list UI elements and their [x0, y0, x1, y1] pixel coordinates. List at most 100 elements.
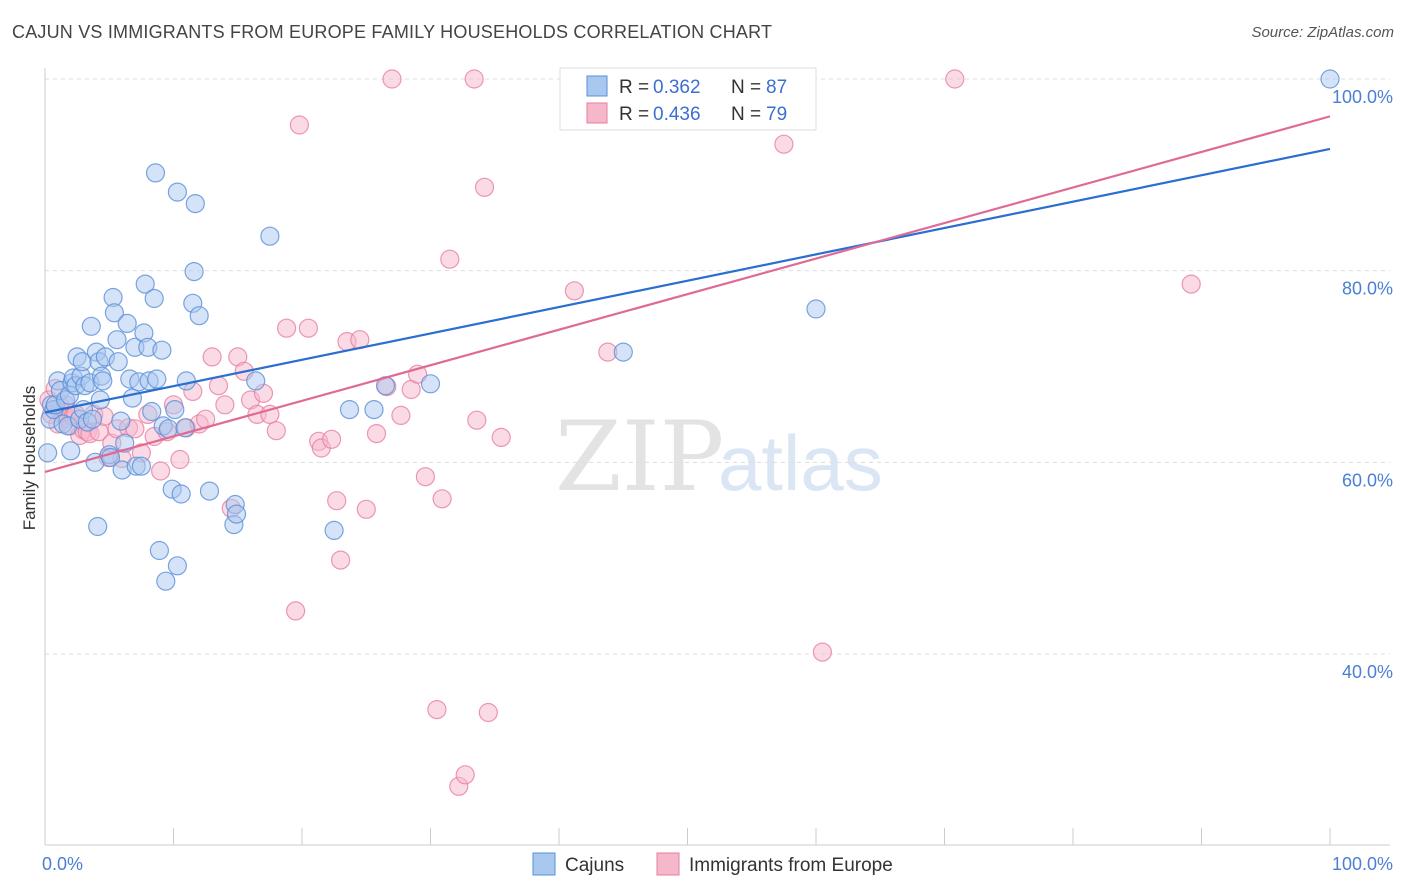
cajun-point [142, 401, 162, 422]
europe-point [356, 499, 376, 519]
cajun-point [199, 481, 220, 501]
cajun-point [167, 556, 187, 576]
cajun-point [37, 443, 58, 463]
series-legend-swatch-europe [656, 852, 680, 876]
cajun-point [260, 226, 280, 246]
series-legend-europe: Immigrants from Europe [689, 855, 893, 876]
europe-point [298, 318, 318, 338]
watermark-atlas: atlas [718, 419, 883, 507]
europe-point [277, 318, 297, 338]
europe-point [266, 421, 286, 441]
europe-point [432, 489, 452, 509]
europe-point [464, 69, 484, 89]
cajun-point [156, 571, 176, 591]
cajun-trend-line [44, 147, 1331, 414]
watermark-zip: ZIP [555, 401, 724, 513]
europe-point [202, 347, 222, 367]
cajun-point [167, 182, 187, 202]
grid-layer [45, 78, 1390, 655]
europe-point [564, 281, 585, 301]
cajun-point [117, 313, 137, 333]
chart-source: Source: ZipAtlas.com [1251, 24, 1394, 41]
y-axis-label: Family Households [20, 386, 39, 531]
cajun-point [111, 411, 131, 431]
europe-trend-line [44, 115, 1331, 473]
europe-point [427, 699, 447, 720]
legend-europe-n-value: 79 [766, 104, 787, 125]
y-tick-label: 100.0% [1332, 87, 1393, 107]
europe-point [170, 449, 190, 470]
cajun-point [82, 409, 103, 429]
series-legend-cajun: Cajuns [565, 855, 624, 876]
europe-point [382, 69, 402, 89]
trend-layer [44, 115, 1331, 473]
series-legend-swatch-cajun [532, 852, 556, 876]
cajun-point [104, 303, 125, 323]
europe-point [415, 467, 435, 487]
europe-point [322, 429, 342, 449]
cajun-point [147, 369, 167, 389]
cajun-point [184, 262, 204, 282]
cajun-point [324, 520, 344, 541]
europe-point [774, 134, 794, 154]
cajun-point [806, 299, 826, 319]
cajun-point [364, 400, 384, 420]
cajun-point [61, 441, 81, 461]
cajun-point [107, 330, 127, 350]
y-tick-label: 60.0% [1342, 470, 1393, 490]
europe-point [208, 376, 229, 396]
chart-title: CAJUN VS IMMIGRANTS FROM EUROPE FAMILY H… [12, 22, 773, 42]
europe-point [327, 491, 347, 511]
europe-point [491, 427, 511, 447]
series-legend: Cajuns Immigrants from Europe [532, 852, 893, 876]
cajun-point [144, 288, 164, 309]
cajun-point [131, 456, 151, 476]
legend-cajun-n-value: 87 [766, 77, 787, 98]
stats-legend: R = 0.362 N = 87 R = 0.436 N = 79 [559, 67, 817, 131]
legend-europe-r-label: R = [619, 104, 649, 125]
cajun-point [145, 163, 166, 183]
legend-cajun-r-label: R = [619, 77, 649, 98]
europe-point [1181, 274, 1201, 294]
cajun-point [185, 194, 205, 214]
europe-point [467, 410, 487, 430]
y-tick-label: 40.0% [1342, 662, 1393, 682]
x-tick-label: 100.0% [1332, 854, 1393, 874]
legend-europe-r-value: 0.436 [653, 104, 701, 125]
europe-point [215, 395, 235, 415]
europe-point [455, 765, 475, 785]
cajun-point [152, 340, 172, 360]
europe-point [289, 115, 309, 135]
europe-point [945, 69, 965, 89]
cajun-point [88, 516, 108, 537]
cajun-point [135, 274, 155, 294]
legend-swatch-europe [586, 102, 608, 124]
cajun-point [189, 306, 209, 326]
cajun-point [226, 504, 247, 524]
cajun-point [165, 400, 185, 420]
europe-point [391, 405, 411, 425]
legend-swatch-cajun [586, 75, 608, 97]
cajun-point [93, 371, 113, 391]
x-tick-marks [44, 828, 1331, 845]
europe-point [478, 702, 498, 723]
cajun-point [613, 342, 633, 362]
cajun-point [122, 388, 142, 408]
cajun-point [176, 371, 196, 391]
legend-europe-n-label: N = [731, 104, 761, 125]
y-tick-label: 80.0% [1342, 279, 1393, 299]
europe-point [812, 642, 833, 662]
legend-cajun-r-value: 0.362 [653, 77, 701, 98]
cajun-point [108, 352, 128, 372]
x-tick-label: 0.0% [42, 854, 83, 874]
cajun-point [81, 316, 101, 336]
europe-point [440, 249, 460, 269]
europe-point [366, 424, 387, 444]
cajun-point [171, 484, 191, 504]
europe-point [474, 177, 495, 197]
europe-point [286, 601, 306, 621]
cajun-point [149, 540, 169, 561]
tick-label-layer: 40.0% 60.0% 80.0% 100.0% 0.0% 100.0% [42, 87, 1393, 874]
cajun-point [246, 371, 266, 391]
